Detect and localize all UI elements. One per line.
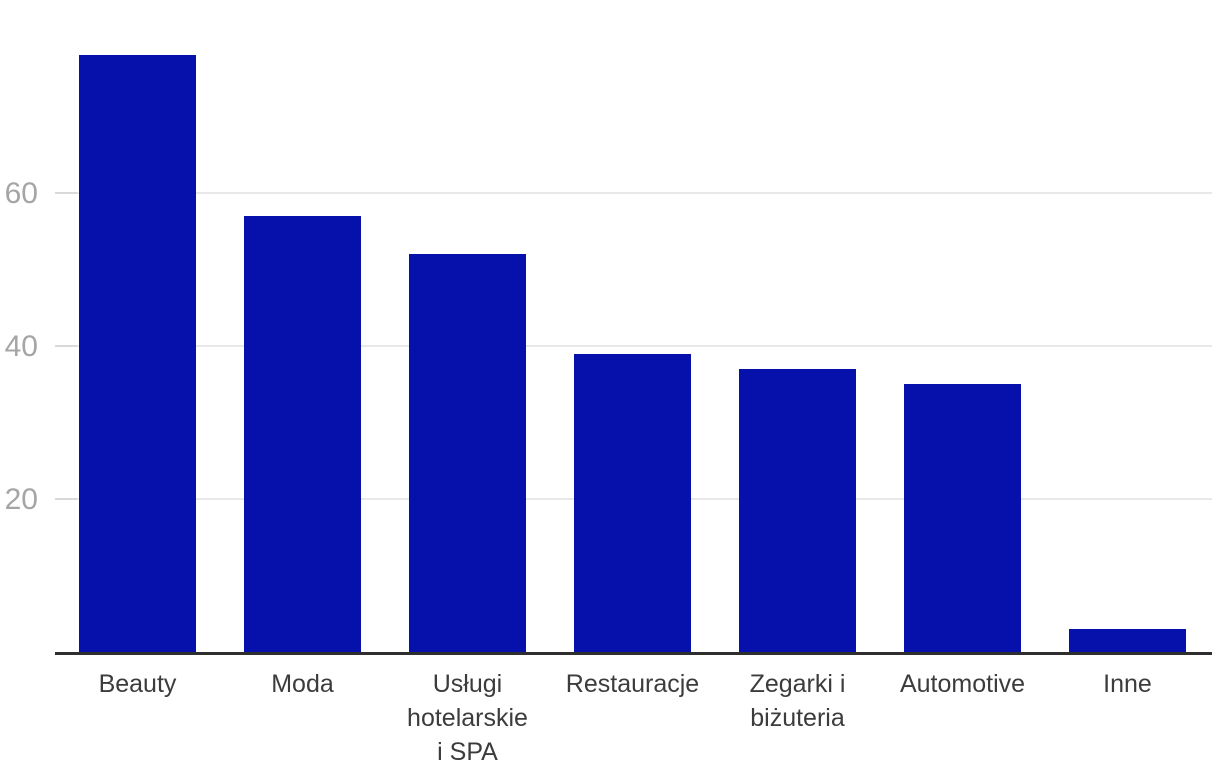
x-axis-label-beauty: Beauty: [98, 670, 177, 698]
bar-restauracje: [574, 353, 691, 652]
bar-slot-restauracje: [550, 40, 715, 652]
bar-inne: [1069, 629, 1186, 652]
bar-us-ugi-hotelarskie-i-spa: [409, 254, 526, 652]
x-axis-label-inne: Inne: [1103, 670, 1152, 698]
y-axis-tick-label: 20: [4, 483, 38, 516]
gridline-40: [55, 345, 1212, 347]
y-axis-tick-label: 40: [4, 330, 38, 363]
x-axis-label-zegarki-i-bi-uteria: Zegarki i biżuteria: [749, 670, 846, 732]
bar-slot-inne: [1045, 40, 1210, 652]
x-axis-label-moda: Moda: [271, 670, 334, 698]
x-axis-labels: Beauty Moda Usługi hotelarskie i SPA Restau…: [55, 667, 1210, 777]
y-axis-tick: [55, 498, 77, 500]
x-axis-line: [55, 652, 1212, 655]
x-axis-label-us-ugi-hotelarskie-i-spa: Usługi hotelarskie i SPA: [407, 670, 528, 766]
bar-moda: [244, 215, 361, 652]
bar-slot-zegarki-i-bi-uteria: [715, 40, 880, 652]
y-axis-tick: [55, 345, 77, 347]
gridline-60: [55, 192, 1212, 194]
bar-slot-us-ugi-hotelarskie-i-spa: [385, 40, 550, 652]
x-axis-label-restauracje: Restauracje: [565, 670, 700, 698]
y-axis-tick-label: 60: [4, 177, 38, 210]
bar-zegarki-i-bi-uteria: [739, 368, 856, 652]
x-axis-label-automotive: Automotive: [899, 670, 1026, 698]
bar-slot-moda: [220, 40, 385, 652]
bar-slot-beauty: [55, 40, 220, 652]
y-axis-tick: [55, 192, 77, 194]
bar-slot-automotive: [880, 40, 1045, 652]
bar-beauty: [79, 55, 196, 652]
plot-area: 20 40 60: [5, 40, 1212, 652]
bar-automotive: [904, 384, 1021, 652]
